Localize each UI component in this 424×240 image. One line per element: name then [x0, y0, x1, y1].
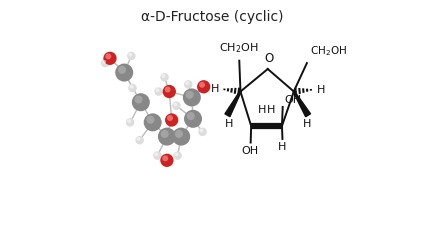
- Circle shape: [127, 119, 131, 123]
- Circle shape: [105, 53, 112, 59]
- Circle shape: [156, 88, 159, 92]
- Circle shape: [184, 110, 202, 128]
- Text: OH: OH: [285, 95, 301, 105]
- Circle shape: [172, 128, 190, 146]
- Circle shape: [162, 155, 168, 161]
- Circle shape: [167, 115, 173, 121]
- Circle shape: [137, 137, 140, 141]
- Polygon shape: [225, 91, 241, 117]
- Text: H: H: [258, 105, 266, 115]
- Text: H: H: [225, 119, 233, 129]
- Circle shape: [183, 89, 201, 107]
- Circle shape: [103, 52, 117, 65]
- Text: H: H: [211, 84, 219, 94]
- Circle shape: [158, 128, 176, 146]
- Circle shape: [126, 118, 134, 127]
- Circle shape: [200, 129, 204, 132]
- Circle shape: [163, 85, 176, 98]
- Circle shape: [134, 96, 142, 104]
- Circle shape: [185, 81, 189, 85]
- Text: α-D-Fructose (cyclic): α-D-Fructose (cyclic): [141, 10, 283, 24]
- Circle shape: [102, 60, 106, 64]
- Circle shape: [197, 80, 210, 93]
- Circle shape: [165, 87, 170, 93]
- Circle shape: [144, 113, 162, 131]
- Circle shape: [172, 102, 181, 110]
- Circle shape: [162, 74, 165, 78]
- Circle shape: [165, 113, 179, 127]
- Circle shape: [186, 91, 194, 99]
- Text: H: H: [303, 119, 311, 129]
- Text: OH: OH: [241, 146, 259, 156]
- Text: H: H: [316, 85, 325, 95]
- Circle shape: [115, 64, 133, 82]
- Text: CH$_2$OH: CH$_2$OH: [220, 41, 259, 55]
- Text: H: H: [267, 105, 275, 115]
- Circle shape: [127, 52, 136, 60]
- Circle shape: [184, 80, 192, 89]
- Circle shape: [160, 154, 173, 167]
- Text: H: H: [278, 142, 287, 152]
- Circle shape: [128, 53, 132, 57]
- Polygon shape: [293, 91, 310, 117]
- Circle shape: [130, 85, 134, 89]
- Circle shape: [161, 130, 169, 138]
- Circle shape: [175, 152, 179, 156]
- Circle shape: [132, 93, 150, 111]
- Circle shape: [198, 128, 207, 136]
- Circle shape: [153, 151, 162, 160]
- Circle shape: [199, 82, 205, 88]
- Circle shape: [146, 116, 154, 124]
- Circle shape: [175, 130, 183, 138]
- Circle shape: [118, 66, 126, 74]
- Text: O: O: [264, 52, 273, 66]
- Circle shape: [173, 102, 177, 106]
- Circle shape: [128, 84, 137, 92]
- Circle shape: [135, 136, 144, 144]
- Circle shape: [173, 151, 182, 160]
- Text: CH$_2$OH: CH$_2$OH: [310, 45, 347, 58]
- Circle shape: [154, 87, 163, 96]
- Circle shape: [101, 59, 109, 67]
- Circle shape: [160, 73, 169, 82]
- Circle shape: [187, 112, 195, 120]
- Circle shape: [154, 152, 158, 156]
